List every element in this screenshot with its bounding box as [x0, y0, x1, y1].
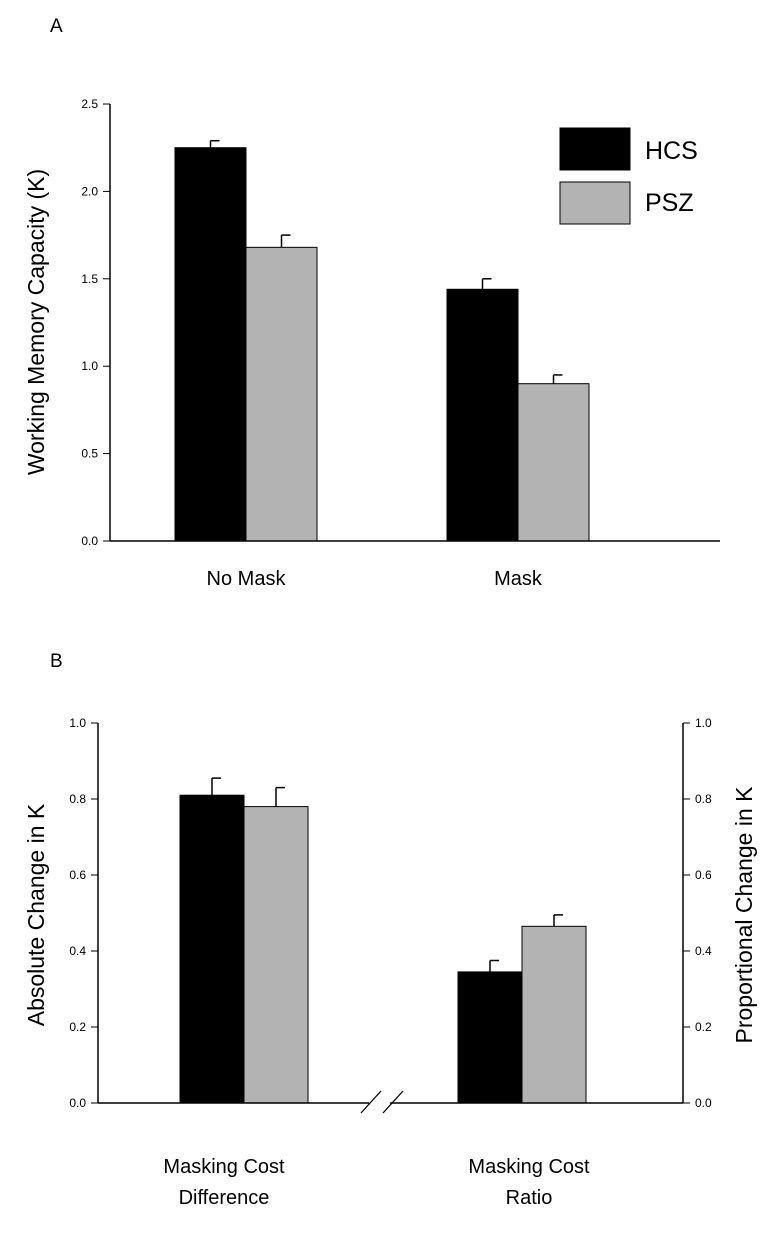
- legend: HCS PSZ: [559, 127, 698, 225]
- panel-a-error-bars: [209, 139, 563, 384]
- category-label-masking-cost-ratio-line2: Ratio: [506, 1187, 553, 1209]
- panel-b-bars: [179, 794, 587, 1104]
- panel-b-right-y-ticks: 0.0 0.2 0.4 0.6 0.8 1.0: [683, 716, 712, 1110]
- panel-a: A 0.0 0.5 1.0 1.5 2.0 2.5 No Mask Mask Workin…: [23, 16, 720, 590]
- y-tick-label: 0.0: [695, 1096, 712, 1110]
- legend-swatch-psz: [559, 181, 631, 225]
- panel-b: B 0.00.20.40.60.81.0 0.00.20.40.60.81.0 …: [23, 651, 757, 1209]
- bar-hcs-masking-cost-difference: [179, 794, 245, 1104]
- legend-label-hcs: HCS: [645, 137, 698, 165]
- y-tick-label: 2.5: [81, 97, 98, 111]
- y-tick-label: 0.6: [69, 868, 86, 882]
- y-tick-label: 0.8: [69, 792, 86, 806]
- legend-label-psz: PSZ: [645, 189, 694, 217]
- bar-psz-masking-cost-ratio: [521, 925, 587, 1104]
- panel-b-left-y-ticks: 0.0 0.2 0.4 0.6 0.8 1.0: [69, 716, 98, 1110]
- y-tick-label: 0.0: [69, 1096, 86, 1110]
- y-tick-label: 0.8: [695, 792, 712, 806]
- y-tick-label: 0.0: [81, 534, 98, 548]
- legend-swatch-hcs: [559, 127, 631, 171]
- y-tick-label: 0.2: [69, 1020, 86, 1034]
- y-tick-label: 0.2: [695, 1020, 712, 1034]
- category-label-mask: Mask: [494, 568, 543, 590]
- panel-b-right-y-axis-title: Proportional Change in K: [731, 786, 757, 1044]
- category-label-no-mask: No Mask: [207, 568, 287, 590]
- y-tick-label: 0.4: [69, 944, 86, 958]
- bar-psz-no-mask: [245, 246, 318, 542]
- y-tick-label: 1.0: [69, 716, 86, 730]
- panel-a-letter: A: [50, 16, 63, 37]
- category-label-masking-cost-difference-line2: Difference: [179, 1187, 270, 1209]
- axis-break-mark: [360, 1090, 382, 1114]
- category-label-masking-cost-difference-line1: Masking Cost: [163, 1156, 285, 1178]
- bar-hcs-mask: [446, 288, 519, 542]
- y-tick-label: 1.5: [81, 272, 98, 286]
- y-tick-label: 1.0: [695, 716, 712, 730]
- category-label-masking-cost-ratio-line1: Masking Cost: [468, 1156, 590, 1178]
- panel-b-letter: B: [50, 651, 63, 672]
- bar-hcs-masking-cost-ratio: [457, 971, 523, 1104]
- bar-psz-masking-cost-difference: [243, 806, 309, 1104]
- y-tick-label: 0.4: [695, 944, 712, 958]
- y-tick-label: 1.0: [81, 359, 98, 373]
- y-tick-label: 0.6: [695, 868, 712, 882]
- panel-a-bars: [174, 147, 590, 542]
- panel-b-error-bars: [211, 777, 563, 972]
- y-tick-label: 2.0: [81, 184, 98, 198]
- y-tick-label: 0.5: [81, 447, 98, 461]
- bar-psz-mask: [517, 383, 590, 542]
- bar-hcs-no-mask: [174, 147, 247, 542]
- panel-b-left-y-axis-title: Absolute Change in K: [23, 803, 49, 1026]
- axis-break-mark: [382, 1090, 404, 1114]
- panel-a-y-ticks: 0.0 0.5 1.0 1.5 2.0 2.5: [81, 97, 110, 548]
- panel-a-y-axis-title: Working Memory Capacity (K): [23, 169, 49, 475]
